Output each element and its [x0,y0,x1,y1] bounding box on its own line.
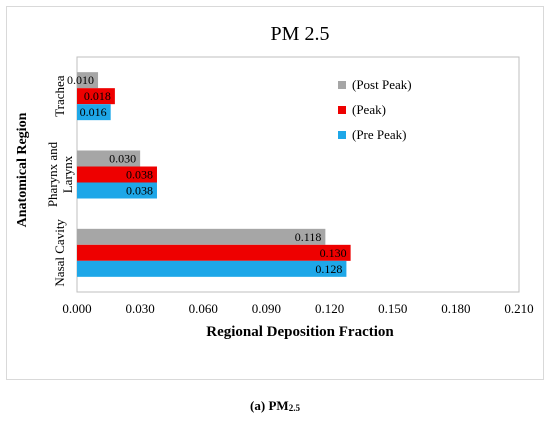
x-tick-label: 0.120 [315,301,344,316]
x-tick-label: 0.210 [504,301,533,316]
data-label: 0.130 [320,246,347,260]
plot-area: 0.010 0.018 0.016 Trachea 0.030 0.038 0.038 Pha… [45,56,534,316]
data-label: 0.030 [109,152,136,166]
x-tick-label: 0.000 [62,301,91,316]
bar-1-3 [77,228,326,245]
legend: (Post Peak) (Peak) (Pre Peak) [338,77,412,142]
bar-3-2 [77,182,157,199]
legend-label: (Post Peak) [352,77,412,92]
category-label: Nasal Cavity [52,219,67,287]
bar-2-3 [77,244,351,261]
data-label: 0.118 [295,230,322,244]
bar-2-1 [77,88,115,105]
x-tick-label: 0.060 [189,301,218,316]
legend-label: (Peak) [352,102,386,117]
bar-2-2 [77,166,157,183]
legend-label: (Pre Peak) [352,127,407,142]
x-axis-title: Regional Deposition Fraction [206,324,394,340]
data-label: 0.016 [80,105,107,119]
caption-text: PM [268,398,289,413]
legend-swatch [338,106,346,114]
chart-title: PM 2.5 [271,23,330,45]
legend-swatch [338,131,346,139]
legend-swatch [338,81,346,89]
data-label: 0.018 [84,89,111,103]
caption-label: (a) [250,398,266,413]
bar-3-1 [77,104,111,121]
data-label: 0.038 [126,184,153,198]
x-tick-label: 0.030 [126,301,155,316]
y-axis-title: Anatomical Region [15,112,30,227]
category-label: Pharynx andLarynx [45,141,75,207]
figure-caption: (a) PM2.5 [0,398,550,414]
data-label: 0.010 [67,73,94,87]
x-tick-label: 0.180 [441,301,470,316]
x-tick-label: 0.090 [252,301,281,316]
caption-subscript: 2.5 [288,403,300,413]
bar-3-3 [77,260,347,277]
data-label: 0.128 [315,262,342,276]
data-label: 0.038 [126,168,153,182]
x-tick-label: 0.150 [378,301,407,316]
category-label: Trachea [52,75,67,117]
bar-1-2 [77,150,141,167]
bar-1-1 [77,72,99,89]
